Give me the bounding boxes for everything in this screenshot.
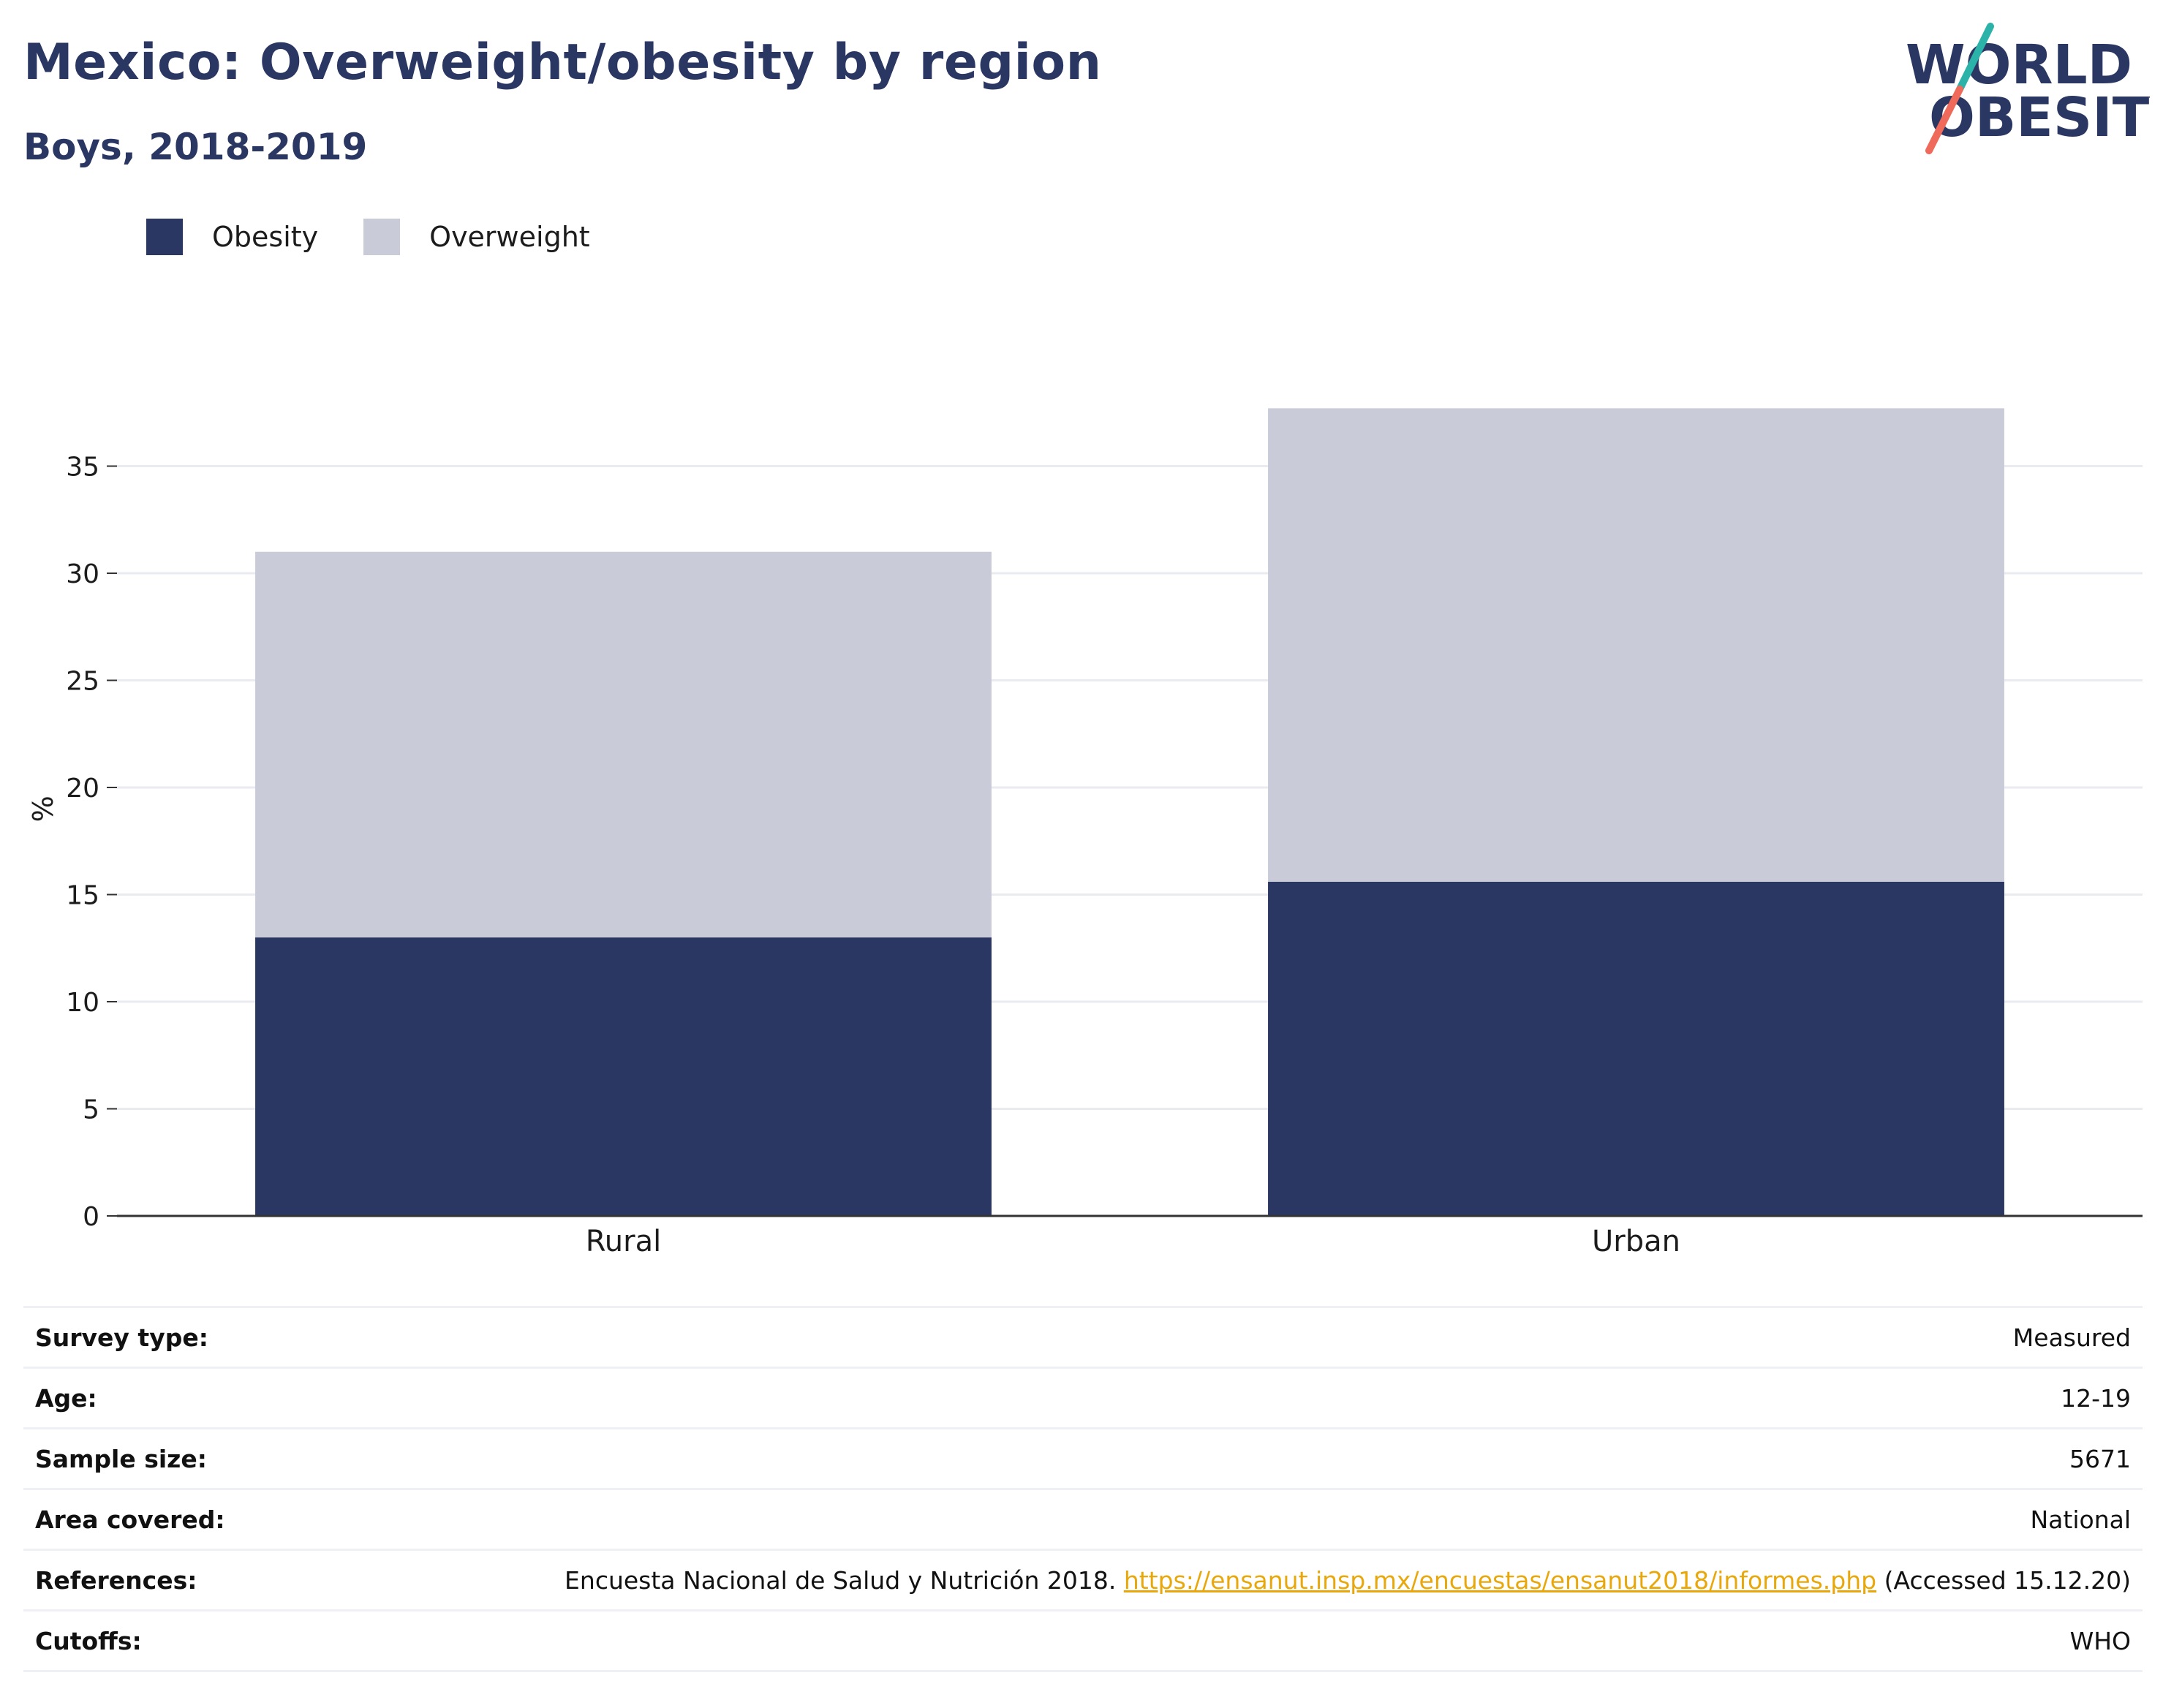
- meta-value: WHO: [2069, 1626, 2131, 1655]
- reference-link[interactable]: https://ensanut.insp.mx/encuestas/ensanu…: [1123, 1565, 1877, 1595]
- y-tick-label: 30: [66, 559, 99, 589]
- meta-key: Area covered:: [35, 1505, 225, 1534]
- y-tick-label: 20: [66, 774, 99, 804]
- meta-value: 12-19: [2061, 1383, 2131, 1413]
- bar-overweight-rural: [255, 551, 992, 938]
- legend-label-obesity: Obesity: [212, 221, 319, 253]
- logo-slash-teal: [1956, 23, 1994, 93]
- legend-item-overweight[interactable]: Overweight: [363, 219, 590, 255]
- bar-obesity-urban: [1268, 881, 2004, 1216]
- meta-key: Survey type:: [35, 1323, 208, 1352]
- meta-row-cutoffs: Cutoffs: WHO: [23, 1611, 2143, 1672]
- y-tick-label: 0: [83, 1202, 99, 1232]
- logo-word-obesity: OBESITY: [1929, 86, 2150, 149]
- meta-key: References:: [35, 1565, 197, 1595]
- meta-key: Sample size:: [35, 1444, 207, 1473]
- meta-value: Measured: [2012, 1323, 2131, 1352]
- bar-obesity-rural: [255, 937, 992, 1216]
- meta-row-references: References: Encuesta Nacional de Salud y…: [23, 1551, 2143, 1611]
- chart-title: Mexico: Overweight/obesity by region: [23, 34, 1102, 91]
- y-tick-label: 25: [66, 667, 99, 697]
- meta-value-references: Encuesta Nacional de Salud y Nutrición 2…: [565, 1566, 2131, 1595]
- world-obesity-logo: WORLD OBESITY: [1906, 23, 2150, 154]
- x-tick-label: Urban: [1592, 1225, 1680, 1258]
- meta-value: National: [2030, 1505, 2131, 1534]
- meta-key: Age:: [35, 1383, 97, 1413]
- legend-swatch-obesity: [146, 219, 183, 255]
- x-tick-label: Rural: [586, 1225, 661, 1258]
- y-tick-label: 15: [66, 881, 99, 911]
- survey-metadata-table: Survey type: Measured Age: 12-19 Sample …: [23, 1306, 2143, 1672]
- legend-label-overweight: Overweight: [429, 221, 590, 253]
- meta-row-sample-size: Sample size: 5671: [23, 1429, 2143, 1490]
- meta-row-area-covered: Area covered: National: [23, 1490, 2143, 1551]
- stacked-bar-chart: 0 5 10 15 20 25 30 35% Rural Urban: [27, 408, 2143, 1258]
- chart-subtitle: Boys, 2018-2019: [23, 126, 368, 168]
- bar-overweight-urban: [1268, 408, 2004, 882]
- y-tick-label: 10: [66, 988, 99, 1018]
- meta-row-age: Age: 12-19: [23, 1369, 2143, 1429]
- meta-key: Cutoffs:: [35, 1626, 142, 1655]
- chart-legend: Obesity Overweight: [146, 216, 635, 257]
- logo-slash-coral: [1925, 86, 1963, 154]
- y-tick-label: 35: [66, 453, 99, 483]
- y-axis-label: %: [27, 796, 59, 822]
- legend-swatch-overweight: [363, 219, 401, 255]
- reference-accessed: (Accessed 15.12.20): [1876, 1565, 2131, 1595]
- y-tick-label: 5: [83, 1095, 99, 1125]
- meta-value: 5671: [2069, 1444, 2131, 1473]
- reference-text: Encuesta Nacional de Salud y Nutrición 2…: [565, 1565, 1124, 1595]
- logo-word-world: WORLD: [1906, 34, 2132, 97]
- meta-row-survey-type: Survey type: Measured: [23, 1308, 2143, 1369]
- legend-item-obesity[interactable]: Obesity: [146, 219, 318, 255]
